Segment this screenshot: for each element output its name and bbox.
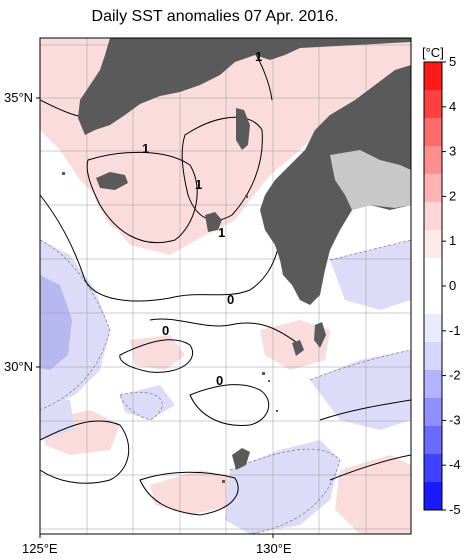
- contour-label: 1: [218, 225, 225, 240]
- colorbar-tick-label: 4: [449, 99, 456, 114]
- yakushima-island: [292, 340, 304, 356]
- cool-core-region: [40, 275, 72, 370]
- colorbar-swatch: [424, 370, 442, 399]
- colorbar-swatch: [424, 90, 442, 119]
- colorbar-swatch: [424, 482, 442, 511]
- colorbar-swatch: [424, 118, 442, 147]
- tsushima-island: [236, 108, 250, 150]
- colorbar-swatch: [424, 454, 442, 483]
- amami-island: [232, 448, 250, 470]
- colorbar-tick-label: 2: [449, 188, 456, 203]
- goto-islands: [205, 212, 222, 232]
- colorbar-tick-label: -2: [449, 368, 461, 383]
- axis-ticks: [36, 97, 274, 538]
- colorbar: [°C] 5 4 3 2 1 0 -1 -2 -3 -4 -5: [422, 45, 461, 517]
- dashed-contours: [40, 239, 411, 534]
- cool-anomaly-regions: [40, 240, 411, 534]
- colorbar-swatch: [424, 398, 442, 427]
- contour-label: 0: [216, 373, 223, 388]
- colorbar-swatch: [424, 230, 442, 259]
- contour-label: 1: [255, 49, 262, 64]
- colorbar-swatch: [424, 146, 442, 175]
- lon-label-130e: 130°E: [256, 541, 292, 556]
- colorbar-tick-label: -1: [449, 323, 461, 338]
- colorbar-swatch: [424, 286, 442, 315]
- colorbar-tick-label: 3: [449, 144, 456, 159]
- colorbar-tick-label: 5: [449, 54, 456, 69]
- colorbar-tick-label: -5: [449, 502, 461, 517]
- contour-labels: 1 1 1 1 0 0 0: [142, 49, 262, 388]
- colorbar-tick-label: -4: [449, 457, 461, 472]
- tanegashima-island: [314, 322, 326, 348]
- map-title: Daily SST anomalies 07 Apr. 2016.: [91, 8, 339, 25]
- jeju-island: [96, 172, 128, 190]
- contour-label: 1: [142, 141, 149, 156]
- colorbar-swatch: [424, 202, 442, 231]
- map-frame: [39, 37, 412, 535]
- colorbar-unit: [°C]: [422, 45, 444, 60]
- map-content: [40, 38, 411, 534]
- colorbar-tick-label: 1: [449, 233, 456, 248]
- colorbar-swatch: [424, 342, 442, 371]
- contour-label: 0: [162, 323, 169, 338]
- lon-label-125e: 125°E: [22, 541, 58, 556]
- contour-label: 0: [227, 292, 234, 307]
- kyushu-landmass: [260, 65, 411, 305]
- colorbar-swatch: [424, 174, 442, 203]
- colorbar-swatch: [424, 426, 442, 455]
- colorbar-ticks: 5 4 3 2 1 0 -1 -2 -3 -4 -5: [442, 54, 461, 517]
- colorbar-swatch: [424, 62, 442, 91]
- colorbar-swatch: [424, 314, 442, 343]
- lat-label-35n: 35°N: [4, 90, 33, 105]
- contour-label: 1: [195, 177, 202, 192]
- colorbar-tick-label: 0: [449, 278, 456, 293]
- colorbar-swatches: [424, 62, 442, 511]
- lat-label-30n: 30°N: [4, 359, 33, 374]
- colorbar-swatch: [424, 258, 442, 287]
- no-data-region: [330, 150, 411, 210]
- colorbar-tick-label: -3: [449, 412, 461, 427]
- korea-landmass: [78, 38, 411, 135]
- small-islands: [62, 172, 278, 483]
